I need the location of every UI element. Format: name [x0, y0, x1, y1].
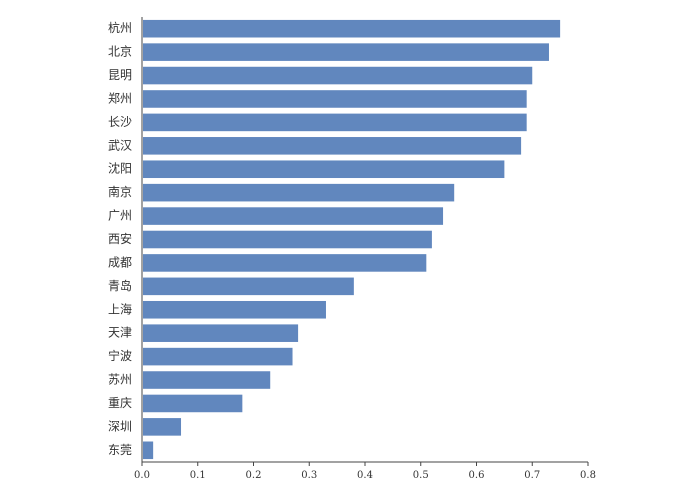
bar	[143, 441, 154, 460]
category-label: 成都	[108, 255, 132, 269]
bar	[143, 113, 527, 132]
category-label: 广州	[108, 209, 132, 223]
bar	[143, 230, 432, 249]
bar	[143, 160, 505, 179]
category-label: 北京	[108, 45, 132, 59]
category-label: 深圳	[108, 419, 132, 433]
category-label: 东莞	[108, 443, 132, 457]
category-label: 昆明	[108, 68, 132, 82]
x-tick-label: 0.2	[246, 470, 262, 481]
bar	[143, 300, 326, 319]
category-label: 宁波	[108, 348, 132, 363]
x-tick-label: 0.6	[469, 470, 485, 481]
category-label: 长沙	[108, 115, 132, 129]
x-tick-label: 0.7	[524, 470, 540, 481]
category-label: 郑州	[108, 90, 132, 105]
category-label: 西安	[108, 231, 132, 246]
bar	[143, 90, 527, 108]
x-tick-label: 0.0	[134, 470, 150, 481]
x-tick-label: 0.5	[413, 470, 429, 481]
bar	[143, 324, 299, 342]
category-label: 杭州	[108, 20, 132, 35]
x-axis-ticks: 0.0 0.1 0.2 0.3 0.4 0.5 0.6 0.7 0.8	[134, 462, 596, 481]
bar	[143, 254, 427, 272]
category-label: 重庆	[108, 396, 132, 410]
bar	[143, 371, 271, 389]
bar	[143, 207, 444, 225]
bar	[143, 137, 522, 155]
bar	[143, 19, 561, 38]
bar	[143, 347, 293, 366]
bars-group	[143, 19, 561, 460]
category-label: 苏州	[108, 373, 132, 387]
x-tick-label: 0.1	[190, 470, 206, 481]
category-label: 天津	[108, 326, 132, 340]
x-tick-label: 0.4	[357, 470, 373, 481]
x-tick-label: 0.8	[580, 470, 596, 481]
category-label: 南京	[108, 184, 132, 199]
bar	[143, 66, 533, 85]
bar	[143, 183, 455, 202]
bar	[143, 43, 549, 61]
category-label: 沈阳	[108, 161, 132, 176]
bar	[143, 418, 182, 436]
category-label: 武汉	[108, 138, 132, 152]
category-label: 青岛	[108, 278, 132, 293]
bar	[143, 394, 243, 413]
bar	[143, 277, 354, 296]
x-tick-label: 0.3	[301, 470, 317, 481]
category-label: 上海	[108, 301, 132, 316]
